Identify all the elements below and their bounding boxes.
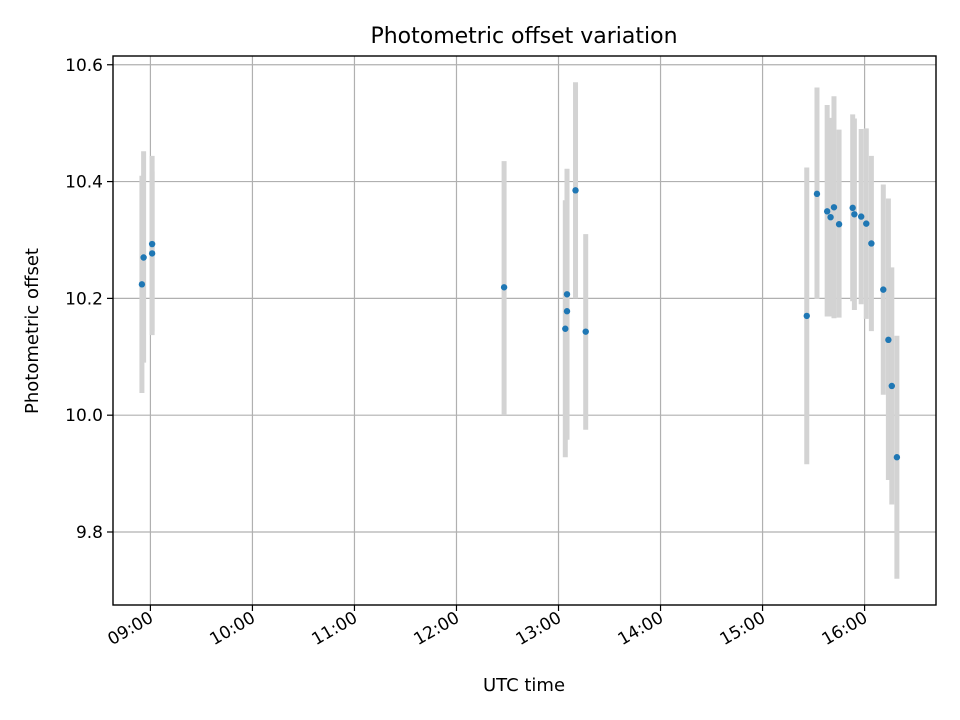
x-tick-label: 11:00 [309,608,361,650]
data-point [582,328,589,335]
x-tick-label: 09:00 [104,608,156,650]
data-point [849,204,856,212]
y-tick-label: 10.2 [65,289,103,309]
data-point [813,190,821,198]
data-point [138,281,146,288]
axis-ticks: 09:00 10:00 11:00 12:00 13:00 14:00 15:00 16:00… [65,56,871,650]
y-tick-label: 10.4 [65,173,103,193]
data-point [857,213,865,220]
data-point [888,382,895,390]
data-point [885,336,892,344]
error-bars [139,82,900,579]
data-point [140,254,147,261]
x-axis-label: UTC time [483,675,565,696]
plot-frame [112,55,937,606]
data-point [563,291,571,298]
y-axis-label: Photometric offset [22,248,43,414]
x-tick-label: 14:00 [615,608,667,650]
chart-title: Photometric offset variation [370,24,677,49]
data-point [572,187,579,194]
x-tick-label: 12:00 [411,608,463,650]
data-point [562,325,569,332]
grid-lines [113,56,936,605]
y-tick-label: 10.0 [65,406,103,426]
data-point [803,312,810,320]
data-point [148,250,156,257]
data-point [823,208,831,215]
data-point [893,454,901,461]
x-tick-label: 16:00 [819,608,871,650]
y-tick-label: 9.8 [76,523,103,543]
data-point [148,240,156,248]
data-point [851,211,858,218]
data-points [138,187,901,461]
data-point [827,213,834,221]
data-point [830,204,838,211]
y-tick-label: 10.6 [65,56,103,76]
data-point [863,220,870,227]
x-tick-label: 15:00 [717,608,769,650]
data-point [835,221,843,228]
data-point [880,286,887,293]
data-point [500,284,508,291]
data-point [563,308,571,315]
data-point [868,240,875,247]
x-tick-label: 13:00 [513,608,565,650]
x-tick-label: 10:00 [206,608,258,650]
